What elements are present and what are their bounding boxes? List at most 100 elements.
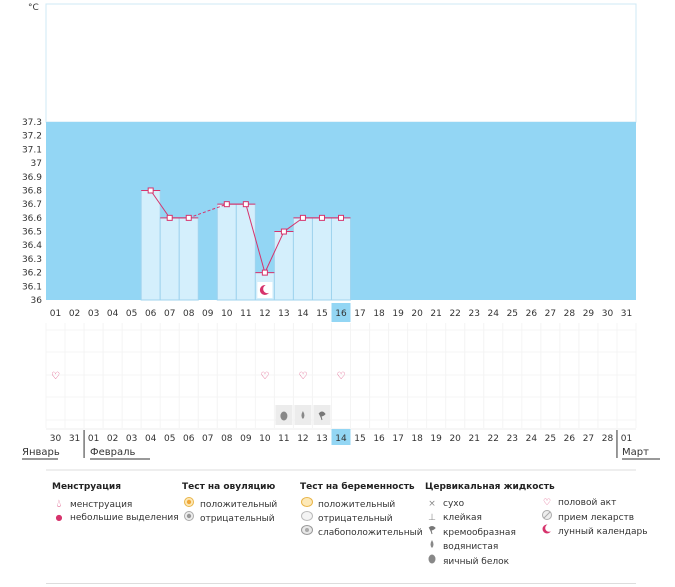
cycle-day-label: 29: [583, 309, 595, 319]
cycle-day-label: 18: [373, 309, 385, 319]
heart-icon: ♡: [337, 371, 346, 382]
date-label: 11: [278, 434, 289, 444]
cycle-day-label: 07: [164, 309, 175, 319]
cycle-day-label: 03: [88, 309, 99, 319]
negative-circle-icon: [182, 511, 196, 526]
cycle-day-label: 19: [392, 309, 404, 319]
date-label: 14: [335, 434, 347, 444]
temperature-point: [299, 214, 306, 221]
cycle-day-label: 10: [221, 309, 233, 319]
temperature-point: [166, 214, 173, 221]
temperature-bar: [159, 217, 180, 301]
y-tick-label: 36.6: [22, 214, 42, 224]
temperature-bar: [178, 217, 199, 301]
y-tick-label: 36.5: [22, 228, 42, 238]
date-label: 08: [221, 434, 233, 444]
watery-icon: [301, 411, 305, 419]
drop-large-icon: 💧︎: [56, 497, 62, 510]
legend-item: положительный: [300, 497, 423, 511]
cycle-day-label: 22: [449, 309, 460, 319]
cycle-day-label: 13: [278, 309, 289, 319]
date-label: 31: [69, 434, 80, 444]
drop-small-icon: ●: [55, 513, 63, 522]
month-label-february: Февраль: [90, 447, 136, 458]
month-label-march: Март: [622, 447, 649, 458]
cycle-day-label: 30: [602, 309, 614, 319]
cycle-day-label: 28: [564, 309, 576, 319]
y-tick-label: 36.3: [22, 255, 42, 265]
legend-label: клейкая: [443, 513, 482, 523]
temperature-bar: [140, 189, 161, 301]
cycle-day-label: 15: [316, 309, 327, 319]
cycle-day-label: 21: [430, 309, 441, 319]
cycle-day-label: 12: [259, 309, 270, 319]
temperature-bar: [330, 217, 352, 301]
cycle-day-label: 11: [240, 309, 251, 319]
date-label: 07: [202, 434, 213, 444]
temperature-line-segment: [264, 231, 285, 273]
cycle-day-label: 14: [297, 309, 309, 319]
date-label: 28: [602, 434, 614, 444]
date-label: 05: [164, 434, 175, 444]
legend-title: Тест на овуляцию: [182, 482, 276, 492]
month-label-january: Январь: [22, 447, 60, 458]
legend-other: ♡ половой акт прием лекарств лунный кален…: [540, 496, 648, 538]
cycle-day-label: 08: [183, 309, 195, 319]
y-tick-label: 36.8: [22, 186, 42, 196]
y-tick-label: 36.4: [22, 241, 42, 251]
legend-label: менструация: [70, 500, 133, 510]
date-label: 21: [468, 434, 479, 444]
legend-label: половой акт: [558, 498, 617, 508]
legend-label: водянистая: [443, 542, 499, 552]
date-label: 27: [583, 434, 594, 444]
legend-label: положительный: [200, 500, 278, 510]
y-tick-label: 37.1: [22, 145, 42, 155]
legend-label: слабоположительный: [318, 528, 423, 538]
moon-icon: [540, 524, 554, 539]
legend-item: отрицательный: [182, 511, 277, 525]
temperature-point: [223, 201, 230, 208]
cycle-day-label: 20: [411, 309, 423, 319]
legend-menstruation: Менструация 💧︎ менструация ● небольшие выд…: [52, 482, 179, 525]
dry-icon: ×: [428, 499, 436, 509]
legend-label: яичный белок: [443, 557, 510, 567]
temperature-bar: [273, 231, 294, 301]
cycle-day-label: 02: [69, 309, 80, 319]
date-label: 16: [373, 434, 385, 444]
cycle-day-label: 01: [50, 309, 61, 319]
temperature-point: [338, 214, 344, 221]
date-label: 19: [430, 434, 442, 444]
cycle-day-label: 05: [126, 309, 137, 319]
negative-test-icon: [300, 511, 314, 526]
legend-label: лунный календарь: [558, 527, 648, 537]
legend-item: ⊥ клейкая: [425, 511, 555, 525]
legend-ovulation-test: Тест на овуляцию положительный отрицател…: [182, 482, 277, 525]
temperature-bar: [311, 217, 332, 301]
creamy-icon: [318, 411, 326, 421]
temperature-point: [280, 228, 287, 235]
positive-circle-icon: [182, 497, 196, 512]
cycle-day-label: 24: [488, 309, 500, 319]
cycle-day-label: 23: [468, 309, 479, 319]
temperature-line-segment: [245, 204, 266, 273]
date-label: 10: [259, 434, 271, 444]
legend-item: ♡ половой акт: [540, 496, 648, 510]
legend-item: × сухо: [425, 497, 555, 511]
y-tick-label: 36.2: [22, 269, 42, 279]
date-label: 17: [392, 434, 403, 444]
date-label: 06: [183, 434, 195, 444]
legend-title: Менструация: [52, 482, 121, 492]
cycle-day-label: 04: [107, 309, 119, 319]
y-tick-label: 36.9: [22, 173, 42, 183]
date-label: 01: [88, 434, 99, 444]
heart-icon: ♡: [542, 498, 552, 508]
date-label: 20: [449, 434, 461, 444]
legend-label: прием лекарств: [558, 513, 635, 523]
date-label: 13: [316, 434, 327, 444]
legend-item: отрицательный: [300, 511, 423, 525]
date-label: 24: [526, 434, 538, 444]
bottom-divider: [46, 583, 636, 584]
date-label: 02: [107, 434, 118, 444]
legend-label: положительный: [318, 500, 396, 510]
